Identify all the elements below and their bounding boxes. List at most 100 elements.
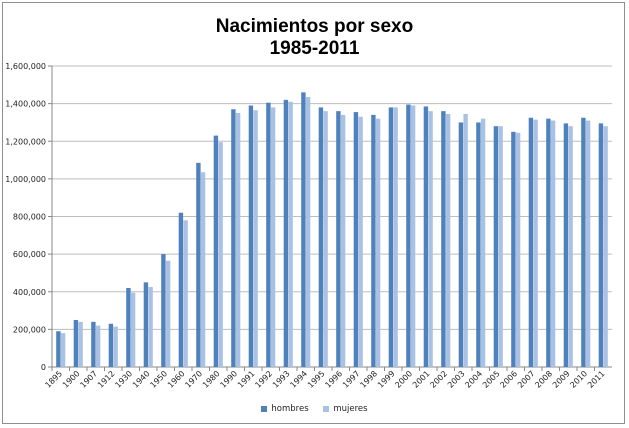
xtick-label-2003: 2003	[446, 369, 467, 390]
bar-mujeres-2002	[445, 113, 451, 367]
bar-mujeres-1993	[288, 101, 293, 368]
chart-subtitle: 1985-2011	[269, 38, 360, 59]
bar-mujeres-2009	[568, 126, 573, 367]
bar-hombres-1994	[301, 92, 306, 368]
xtick-label-1996: 1996	[323, 369, 344, 390]
bar-mujeres-1950	[165, 260, 171, 367]
bar-hombres-2005	[493, 126, 499, 367]
ytick-label-2: 400,000	[13, 288, 46, 297]
bar-mujeres-2010	[585, 120, 591, 368]
bar-mujeres-1930	[130, 292, 136, 367]
xtick-label-1994: 1994	[288, 369, 309, 390]
bar-hombres-2001	[423, 106, 429, 368]
bar-mujeres-1970	[200, 172, 206, 367]
xtick-label-1970: 1970	[183, 369, 204, 390]
legend-swatch-mujeres	[323, 405, 330, 412]
bar-mujeres-1995	[323, 111, 328, 368]
ytick-label-0: 0	[41, 363, 46, 372]
xtick-label-1900: 1900	[61, 369, 82, 390]
bar-mujeres-2008	[550, 120, 556, 368]
bar-hombres-1970	[196, 162, 201, 367]
xtick-label-1998: 1998	[358, 369, 379, 390]
xtick-label-2010: 2010	[568, 369, 589, 390]
ytick-label-4: 800,000	[13, 213, 46, 222]
chart-frame	[2, 2, 625, 424]
xtick-label-2001: 2001	[411, 369, 432, 390]
bar-mujeres-1998	[375, 118, 381, 367]
legend-swatch-hombres	[261, 405, 268, 412]
bar-hombres-1980	[213, 135, 219, 367]
bar-hombres-2011	[598, 123, 604, 367]
legend-item-hombres: hombres	[261, 404, 309, 414]
bar-mujeres-2003	[463, 113, 468, 367]
bar-hombres-1998	[371, 114, 376, 367]
xtick-label-1980: 1980	[201, 369, 222, 390]
xtick-label-1912: 1912	[96, 369, 117, 390]
xtick-label-1991: 1991	[236, 369, 257, 390]
legend-item-mujeres: mujeres	[323, 404, 368, 414]
bar-hombres-1907	[91, 321, 96, 367]
chart-title: Nacimientos por sexo	[215, 16, 414, 37]
xtick-label-2008: 2008	[533, 369, 554, 390]
legend-label-mujeres: mujeres	[333, 404, 368, 414]
bar-mujeres-1960	[183, 220, 188, 367]
bar-hombres-1940	[143, 282, 149, 367]
bar-hombres-1996	[336, 111, 341, 368]
bar-mujeres-2001	[428, 111, 433, 368]
bar-mujeres-2007	[533, 119, 538, 367]
xtick-label-1993: 1993	[271, 369, 292, 390]
xtick-label-1995: 1995	[306, 369, 327, 390]
xtick-label-2006: 2006	[498, 369, 519, 390]
xtick-label-1990: 1990	[218, 369, 239, 390]
legend: hombres mujeres	[0, 404, 629, 414]
xtick-label-1907: 1907	[78, 369, 99, 390]
bar-mujeres-2004	[480, 118, 486, 367]
bar-hombres-1990	[231, 109, 236, 368]
ytick-label-3: 600,000	[13, 250, 46, 259]
bar-mujeres-1907	[95, 325, 101, 367]
bar-mujeres-2011	[603, 126, 608, 367]
xtick-label-2004: 2004	[463, 369, 484, 390]
bar-mujeres-1912	[113, 326, 118, 367]
bar-hombres-1997	[353, 112, 359, 367]
ytick-label-8: 1,600,000	[5, 62, 46, 71]
bar-mujeres-2006	[515, 132, 521, 367]
bar-hombres-1992	[266, 102, 271, 367]
ytick-label-5: 1,000,000	[5, 175, 46, 184]
ytick-label-7: 1,400,000	[5, 100, 46, 109]
xtick-label-1997: 1997	[341, 369, 362, 390]
ytick-label-1: 200,000	[13, 325, 46, 334]
bar-hombres-1995	[318, 107, 324, 367]
xtick-label-2009: 2009	[551, 369, 572, 390]
xtick-label-2007: 2007	[516, 369, 537, 390]
xtick-label-1992: 1992	[253, 369, 274, 390]
bar-mujeres-1992	[270, 107, 276, 367]
bar-mujeres-1940	[148, 287, 153, 367]
bar-mujeres-1997	[358, 116, 363, 367]
xtick-label-2002: 2002	[428, 369, 449, 390]
bar-mujeres-1999	[393, 107, 398, 367]
xtick-label-1960: 1960	[166, 369, 187, 390]
bar-hombres-1912	[108, 323, 114, 367]
bar-hombres-1991	[248, 105, 254, 367]
bar-mujeres-1990	[235, 113, 241, 367]
xtick-label-1930: 1930	[113, 369, 134, 390]
bar-hombres-1900	[73, 319, 79, 367]
bar-hombres-2007	[528, 117, 534, 367]
xtick-label-2000: 2000	[393, 369, 414, 390]
xtick-label-1999: 1999	[376, 369, 397, 390]
bar-mujeres-1991	[253, 110, 258, 367]
bar-hombres-2008	[546, 118, 551, 367]
bar-hombres-1993	[283, 99, 289, 368]
bar-hombres-2003	[458, 122, 464, 367]
xtick-label-2011: 2011	[586, 369, 607, 390]
bar-mujeres-2000	[410, 105, 416, 367]
bar-hombres-2006	[511, 131, 516, 367]
bar-mujeres-1895	[60, 333, 66, 367]
bar-hombres-2000	[406, 104, 411, 368]
bar-hombres-1930	[126, 287, 131, 367]
bar-hombres-2004	[476, 122, 481, 367]
bar-hombres-1895	[56, 331, 61, 367]
bar-hombres-2002	[441, 111, 446, 368]
